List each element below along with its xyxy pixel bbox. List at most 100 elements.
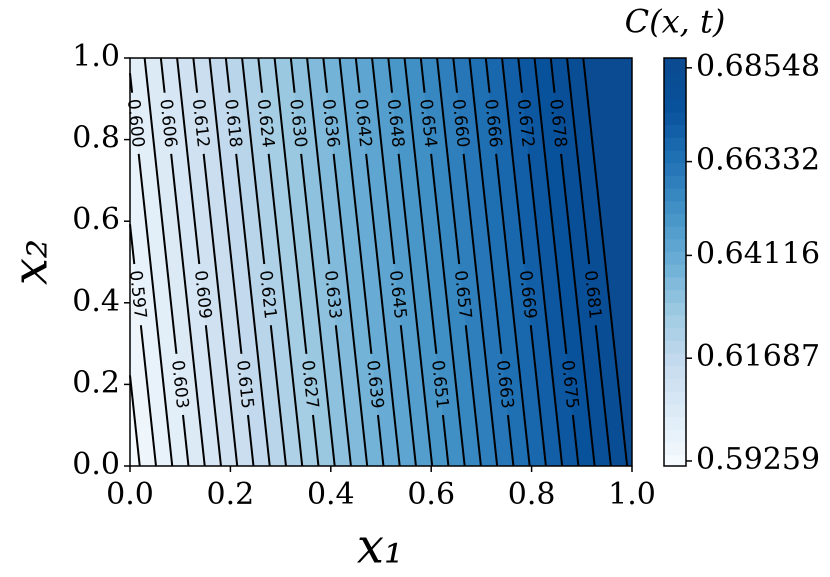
colorbar-band [663, 111, 687, 126]
colorbar-band [663, 213, 687, 227]
colorbar-band [663, 454, 687, 467]
contour-line [129, 375, 141, 467]
contour-line [501, 57, 526, 265]
colorbar-band [663, 416, 687, 430]
colorbar-band [663, 86, 687, 100]
colorbar-band [663, 99, 687, 113]
contour-lines [129, 57, 629, 467]
contour-line [322, 57, 329, 93]
x-axis-label: x₁ [357, 519, 403, 575]
y-tick-label: 0.4 [72, 284, 120, 319]
contour-line [192, 57, 199, 93]
contour-line [371, 57, 396, 265]
contour-line [594, 325, 612, 467]
colorbar-band [663, 365, 687, 380]
colorbar-band [663, 251, 687, 265]
colorbar-band [663, 124, 687, 138]
colorbar-tick-label: 0.66332 [696, 143, 820, 178]
contour-label: 0.597 [125, 269, 150, 320]
contour-line [549, 57, 556, 93]
colorbar-band [663, 353, 687, 367]
colorbar-band [663, 378, 687, 392]
contour-line [566, 57, 591, 265]
contour-line [306, 57, 331, 265]
contour-line [495, 153, 531, 467]
colorbar-band [663, 188, 687, 202]
x-tick-label: 0.0 [106, 477, 154, 512]
colorbar-tick-label: 0.64116 [696, 236, 820, 271]
y-tick-label: 0.0 [72, 447, 120, 482]
y-tick-label: 0.6 [72, 202, 120, 237]
colorbar-tick-label: 0.68548 [696, 49, 820, 84]
contour-line [464, 325, 482, 467]
colorbar-band [663, 162, 687, 176]
contour-line [182, 414, 190, 467]
contour-line [441, 414, 450, 467]
contour-line [159, 57, 166, 93]
contour-line [204, 325, 222, 467]
colorbar-band [663, 315, 687, 329]
colorbar-band [663, 327, 687, 341]
colorbar-band [663, 57, 687, 75]
x-tick-label: 0.6 [407, 477, 455, 512]
contour-line [484, 57, 491, 93]
contour-line [139, 325, 157, 467]
colorbar-tick-label: 0.61687 [696, 339, 820, 374]
contour-line [527, 153, 564, 467]
contour-line [399, 325, 417, 467]
colorbar-band [663, 200, 687, 215]
contour-line [208, 57, 243, 354]
contour-line [267, 153, 304, 467]
contour-label: 0.600 [123, 98, 148, 149]
x-tick-label: 1.0 [608, 477, 656, 512]
contour-line [332, 153, 369, 467]
colorbar-band [663, 442, 687, 456]
contour-line [202, 153, 239, 467]
contour-line [506, 414, 515, 467]
contour-line [354, 57, 361, 93]
contour-line [176, 57, 201, 265]
contour-line [419, 57, 426, 93]
colorbar-band [663, 276, 687, 291]
contour-line [224, 57, 231, 93]
contour-line [582, 57, 629, 467]
filled-contours [129, 57, 633, 467]
contour-line [533, 57, 568, 354]
contour-line [452, 57, 459, 93]
contour-line [137, 153, 174, 467]
contour-line [235, 153, 271, 467]
y-tick-label: 0.2 [72, 365, 120, 400]
contour-line [334, 325, 352, 467]
colorbar-band [663, 175, 687, 189]
contour-line [170, 153, 206, 467]
contour-line [430, 153, 466, 467]
contour-line [365, 153, 401, 467]
contour-line [289, 57, 296, 93]
colorbar-band [663, 302, 687, 316]
contour-line [529, 325, 547, 467]
contour-line [300, 153, 336, 467]
contour-line [403, 57, 438, 354]
colorbar-band [663, 340, 687, 354]
contour-line [376, 414, 385, 467]
contour-line [311, 414, 320, 467]
x-tick-label: 0.8 [508, 477, 556, 512]
contour-line [143, 57, 178, 354]
colorbar-band [663, 73, 687, 88]
colorbar-band [663, 289, 687, 303]
colorbar-frame [663, 57, 687, 467]
contour-line [571, 414, 580, 467]
contour-line [273, 57, 308, 354]
colorbar-band [663, 264, 687, 278]
contour-line [517, 57, 524, 93]
colorbar-band [663, 403, 687, 418]
contour-line [269, 325, 287, 467]
contour-line [338, 57, 373, 354]
colorbar-band [663, 137, 687, 151]
y-tick-label: 0.8 [72, 121, 120, 156]
contour-line [397, 153, 434, 467]
contour-line [436, 57, 461, 265]
contour-line [257, 57, 264, 93]
x-tick-label: 0.2 [207, 477, 255, 512]
x-tick-label: 0.4 [307, 477, 355, 512]
